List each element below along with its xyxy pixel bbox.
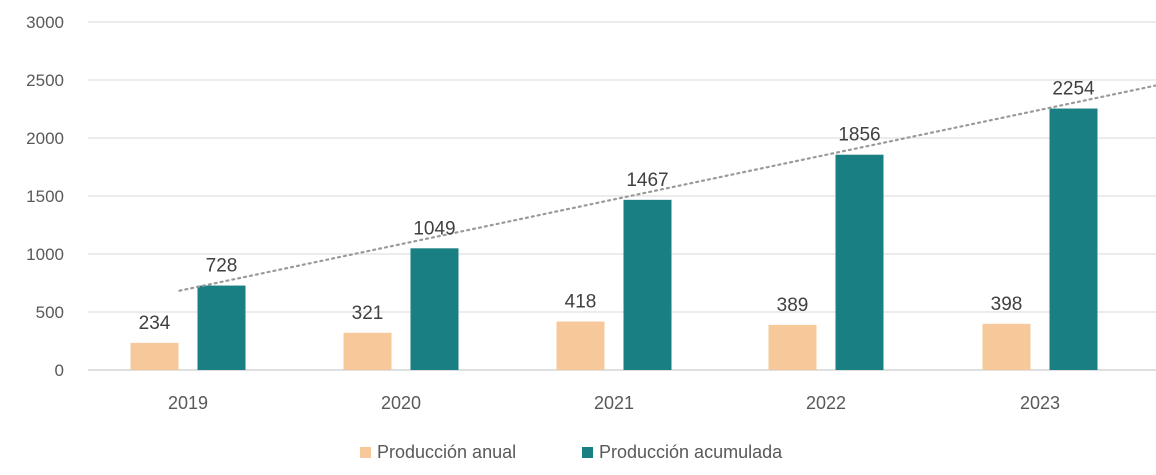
bar-acumulada-2019	[197, 285, 246, 370]
data-label: 234	[139, 313, 171, 334]
bar-anual-2022	[768, 324, 817, 370]
legend-swatch-acumulada	[582, 447, 593, 458]
legend-label-anual: Producción anual	[377, 442, 516, 462]
bars	[130, 108, 1098, 370]
data-label: 728	[206, 256, 238, 277]
x-tick-label: 2023	[1020, 393, 1060, 413]
y-axis-ticks: 0 500 1000 1500 2000 2500 3000	[26, 13, 64, 380]
y-tick-label: 1500	[26, 187, 64, 206]
y-tick-label: 1000	[26, 245, 64, 264]
x-tick-label: 2019	[168, 393, 208, 413]
gridlines	[88, 21, 1156, 371]
y-tick-label: 2500	[26, 71, 64, 90]
bar-anual-2021	[556, 321, 605, 370]
y-tick-label: 2000	[26, 129, 64, 148]
data-label: 1049	[413, 218, 455, 239]
bar-anual-2019	[130, 342, 179, 370]
data-label: 1856	[838, 125, 880, 146]
bar-acumulada-2020	[410, 248, 459, 370]
data-labels: 234 321 418 389 398 728 1049 1467 1856 2254	[139, 79, 1095, 334]
bar-anual-2020	[343, 332, 392, 370]
data-label: 321	[352, 303, 384, 324]
x-tick-label: 2020	[381, 393, 421, 413]
x-tick-label: 2021	[594, 393, 634, 413]
x-tick-label: 2022	[806, 393, 846, 413]
legend: Producción anual Producción acumulada	[360, 442, 783, 462]
x-axis-ticks: 2019 2020 2021 2022 2023	[168, 393, 1060, 413]
y-tick-label: 0	[55, 361, 64, 380]
legend-swatch-anual	[360, 447, 371, 458]
data-label: 2254	[1052, 79, 1095, 100]
legend-label-acumulada: Producción acumulada	[599, 442, 783, 462]
data-label: 418	[565, 292, 597, 313]
y-tick-label: 500	[36, 303, 64, 322]
bar-anual-2023	[982, 323, 1031, 370]
bar-acumulada-2023	[1049, 108, 1098, 370]
bar-acumulada-2021	[623, 199, 672, 370]
y-tick-label: 3000	[26, 13, 64, 32]
data-label: 1467	[626, 170, 668, 191]
trendline-acumulada	[178, 84, 1156, 292]
data-label: 389	[777, 295, 809, 316]
trendline	[178, 84, 1156, 292]
bar-acumulada-2022	[835, 154, 884, 370]
data-label: 398	[991, 294, 1023, 315]
